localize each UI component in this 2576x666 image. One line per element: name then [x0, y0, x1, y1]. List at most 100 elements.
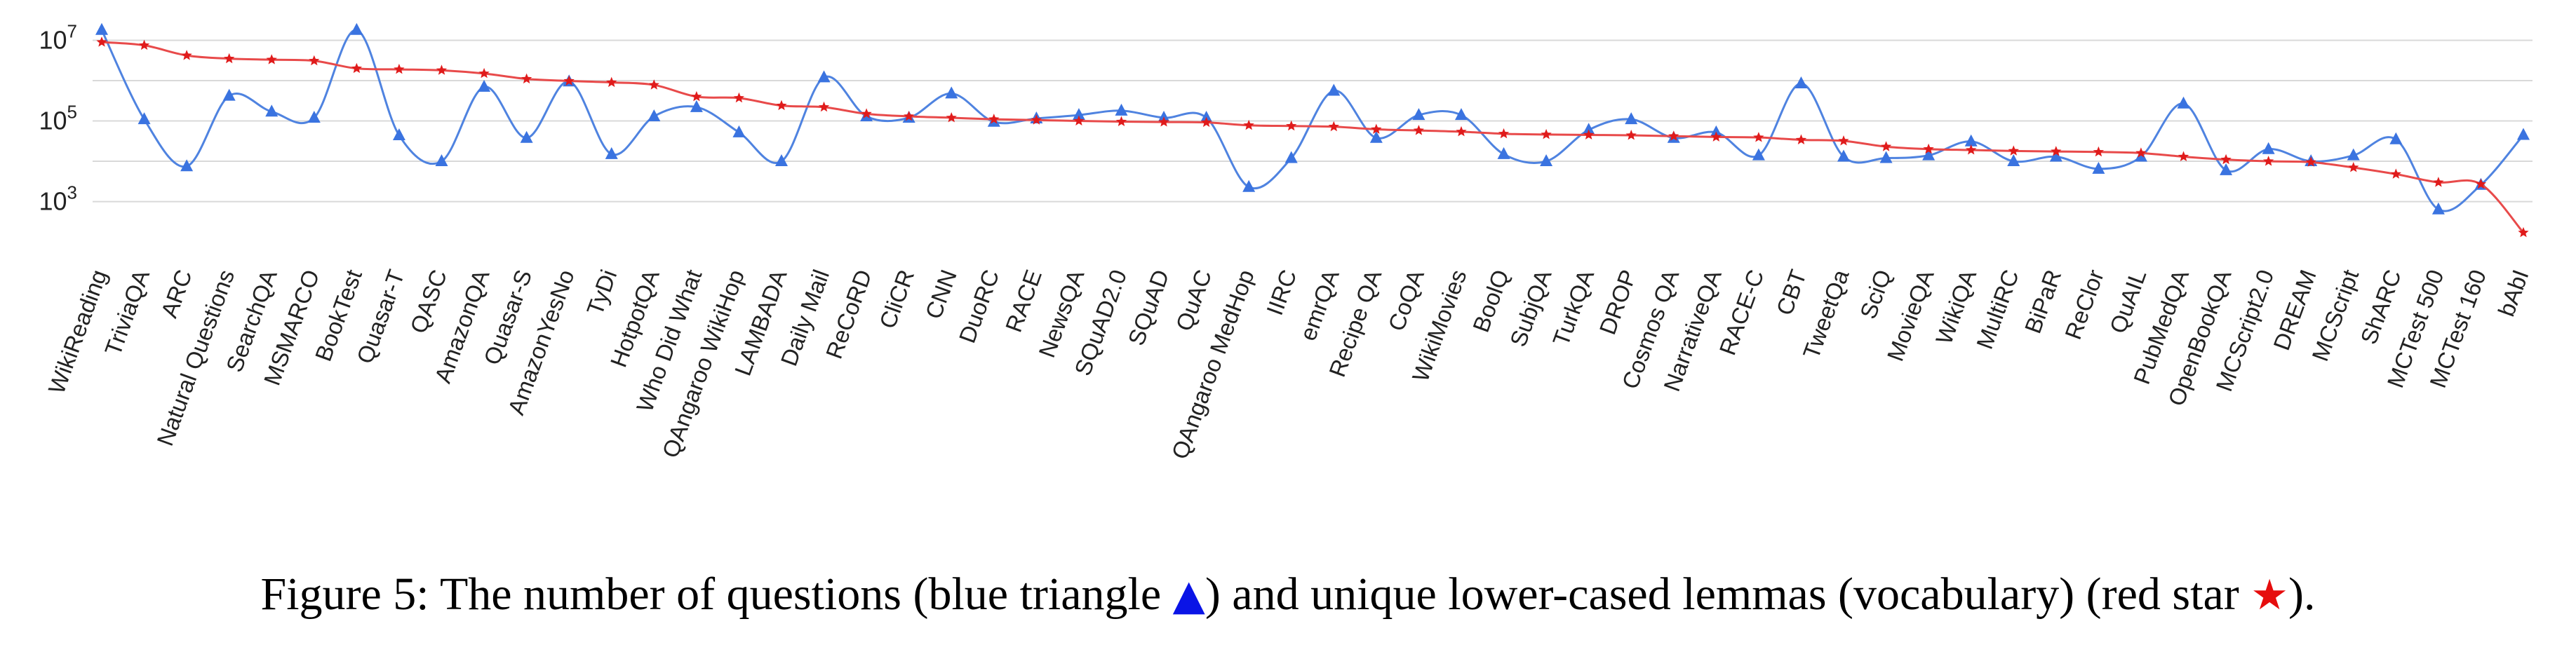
triangle-marker	[1497, 147, 1510, 159]
star-marker	[776, 100, 787, 111]
star-marker	[1583, 129, 1595, 140]
questions-series-line	[100, 29, 2525, 212]
x-tick-label: CliCR	[874, 266, 919, 332]
star-marker	[861, 108, 872, 118]
y-tick-label: 103	[39, 182, 77, 216]
triangle-marker	[180, 159, 194, 172]
y-tick-label: 105	[39, 102, 77, 135]
x-tick-label: emrQA	[1294, 266, 1344, 344]
star-marker	[1371, 123, 1382, 134]
star-marker	[818, 101, 830, 112]
star-marker	[1668, 130, 1679, 141]
series-layer	[95, 22, 2530, 238]
triangle-marker	[1879, 151, 1893, 163]
star-marker	[2518, 226, 2529, 238]
triangle-marker	[478, 79, 491, 92]
triangle-marker	[1625, 112, 1638, 125]
caption-text-middle: ) and unique lower-cased lemmas (vocabul…	[1205, 569, 2251, 620]
star-marker	[1625, 130, 1637, 140]
x-tick-label: RACE	[1000, 266, 1047, 336]
triangle-marker	[605, 147, 618, 159]
star-marker	[1328, 121, 1339, 132]
star-marker	[1413, 125, 1424, 135]
star-marker	[1795, 134, 1807, 144]
star-marker	[946, 112, 957, 123]
triangle-marker	[1454, 108, 1468, 121]
star-marker	[1753, 132, 1764, 142]
star-marker	[1541, 128, 1552, 140]
x-tick-label: bAbI	[2493, 266, 2534, 320]
triangle-marker	[2347, 148, 2360, 161]
x-tick-label: DROP	[1594, 266, 1641, 338]
star-marker	[2051, 146, 2062, 156]
caption-text-before: Figure 5: The number of questions (blue …	[260, 569, 1173, 620]
star-marker	[2390, 168, 2401, 179]
triangle-marker	[2220, 163, 2233, 175]
star-marker	[691, 90, 702, 102]
figure-caption: Figure 5: The number of questions (blue …	[0, 568, 2576, 621]
triangle-marker	[222, 88, 236, 101]
triangle-marker	[2389, 132, 2403, 144]
triangle-marker	[1072, 108, 1085, 121]
triangle-marker	[1115, 103, 1128, 116]
vocabulary-series-line	[101, 41, 2525, 233]
triangle-marker	[1369, 130, 1383, 143]
triangle-marker	[1795, 76, 1808, 89]
star-marker	[2305, 156, 2316, 167]
star-marker	[1158, 116, 1169, 127]
star-marker	[1456, 125, 1467, 137]
star-marker	[1286, 120, 1297, 131]
x-tick-label: BoolQ	[1468, 266, 1514, 336]
star-marker	[606, 76, 617, 88]
triangle-marker	[817, 70, 831, 83]
triangle-marker	[1837, 149, 1851, 162]
x-tick-label: ReClor	[2060, 266, 2109, 343]
star-marker	[139, 39, 150, 50]
x-tick-label: QASC	[405, 266, 452, 337]
star-marker	[733, 92, 744, 103]
x-tick-label: TyDi	[582, 266, 622, 319]
triangle-marker	[137, 112, 151, 125]
star-marker	[2178, 151, 2189, 161]
triangle-marker	[2431, 202, 2445, 215]
triangle-marker	[1242, 179, 1256, 192]
triangle-marker	[2049, 149, 2062, 162]
star-marker	[1498, 128, 1510, 139]
red-star-icon: ★	[2250, 571, 2289, 620]
star-marker	[224, 53, 235, 64]
star-marker	[266, 54, 277, 64]
x-tick-label: CBT	[1771, 266, 1811, 319]
triangle-marker	[1284, 151, 1298, 163]
triangle-marker	[690, 100, 703, 112]
x-tick-label: WikiReading	[43, 266, 112, 397]
star-marker	[988, 114, 1000, 124]
triangle-marker	[1412, 108, 1425, 121]
triangle-marker	[1540, 154, 1553, 167]
star-marker	[394, 63, 405, 74]
star-marker	[1115, 116, 1127, 126]
triangle-marker	[1752, 148, 1765, 161]
caption-text-after: ).	[2288, 569, 2316, 620]
triangle-marker	[1327, 83, 1341, 96]
triangle-marker	[2177, 96, 2190, 109]
x-tick-label: BiPaR	[2020, 266, 2067, 337]
x-tick-label: ARC	[156, 266, 197, 321]
star-marker	[2348, 162, 2359, 172]
triangle-marker	[1582, 123, 1595, 135]
star-marker	[2263, 156, 2274, 166]
star-marker	[563, 75, 575, 86]
x-tick-label: DuoRC	[954, 266, 1005, 346]
triangle-marker	[2262, 142, 2275, 154]
triangle-marker	[732, 125, 746, 137]
star-marker	[1710, 131, 1722, 142]
triangle-marker	[307, 110, 321, 123]
star-marker	[309, 55, 320, 66]
triangle-marker	[392, 128, 405, 141]
star-marker	[351, 62, 362, 74]
triangle-marker	[1964, 134, 1978, 147]
star-marker	[2135, 147, 2147, 158]
triangle-marker	[2092, 161, 2105, 174]
triangle-marker	[2517, 128, 2530, 140]
